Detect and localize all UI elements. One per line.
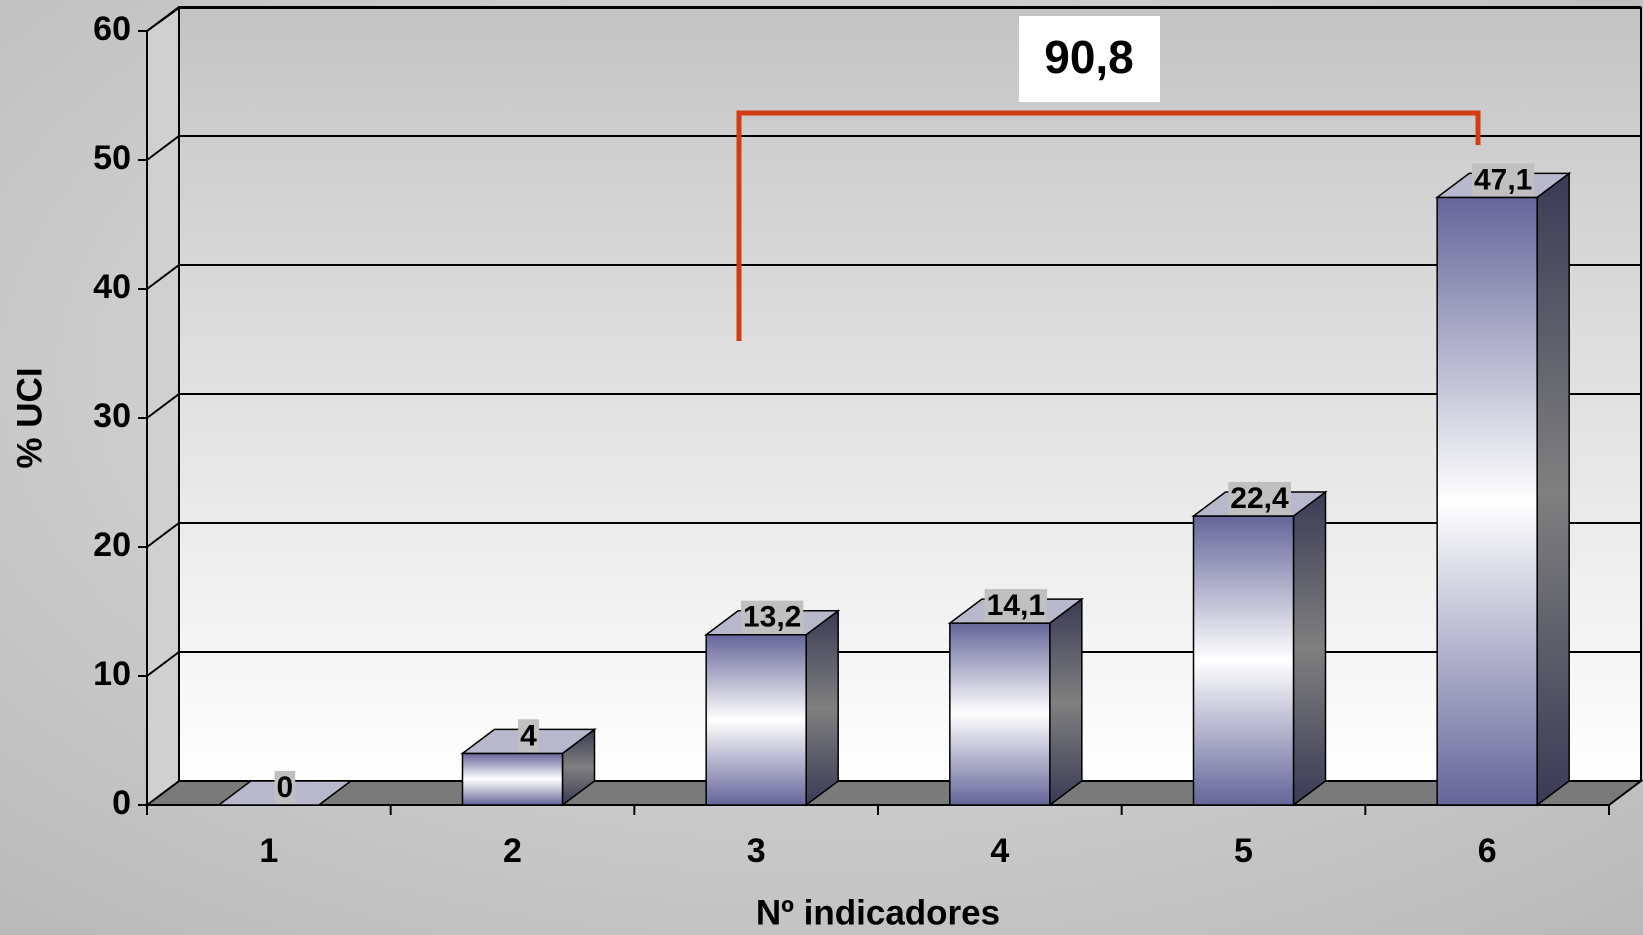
x-tick-label: 5 (1234, 832, 1253, 870)
x-axis-title: Nº indicadores (756, 893, 1000, 932)
bar (461, 752, 564, 806)
y-tick-label: 40 (93, 268, 131, 306)
value-label: 22,4 (1230, 482, 1289, 515)
grid-line (146, 135, 1641, 161)
value-label-bg (274, 770, 296, 804)
grid-line (146, 651, 1641, 677)
y-tick-label: 20 (93, 526, 131, 564)
y-axis-title: % UCI (10, 367, 49, 468)
floor (144, 780, 1643, 806)
value-label: 14,1 (987, 589, 1045, 622)
grid-line (146, 6, 1641, 32)
bar-side (805, 609, 839, 807)
y-tick-label: 0 (112, 784, 131, 822)
value-label-bg (984, 589, 1048, 623)
annotation: 90,8 (1044, 31, 1134, 83)
y-tick-label: 50 (93, 139, 131, 177)
bar (1436, 196, 1538, 806)
x-tick-label: 3 (747, 832, 766, 870)
annotation-box (1019, 16, 1160, 102)
value-label: 13,2 (743, 601, 801, 634)
value-label: 47,1 (1474, 163, 1532, 196)
value-label-bg (518, 719, 540, 753)
x-tick-label: 6 (1478, 832, 1497, 870)
x-tick-label: 1 (259, 832, 278, 870)
bar-side (1292, 490, 1327, 807)
value-label: 4 (520, 719, 537, 752)
grid-line (146, 393, 1641, 419)
grid-line (146, 522, 1641, 548)
bar (949, 622, 1051, 806)
bar (705, 633, 807, 806)
y-tick-label: 10 (93, 655, 131, 693)
value-label-bg (1228, 481, 1292, 515)
bar-side (1536, 171, 1570, 807)
value-label: 0 (276, 771, 293, 804)
annotation-bracket (736, 110, 1481, 341)
x-tick-label: 4 (990, 832, 1009, 870)
y-tick-label: 60 (93, 10, 131, 48)
value-label-bg (1471, 163, 1535, 197)
bar-side (1049, 597, 1083, 807)
y-tick-label: 30 (93, 397, 131, 435)
bar (1192, 515, 1295, 806)
grid-line (146, 264, 1641, 290)
x-tick-label: 2 (503, 832, 522, 870)
value-label-bg (740, 600, 804, 634)
bars: 0 4 13,2 14,1 22,4 47,1 (216, 163, 1572, 807)
